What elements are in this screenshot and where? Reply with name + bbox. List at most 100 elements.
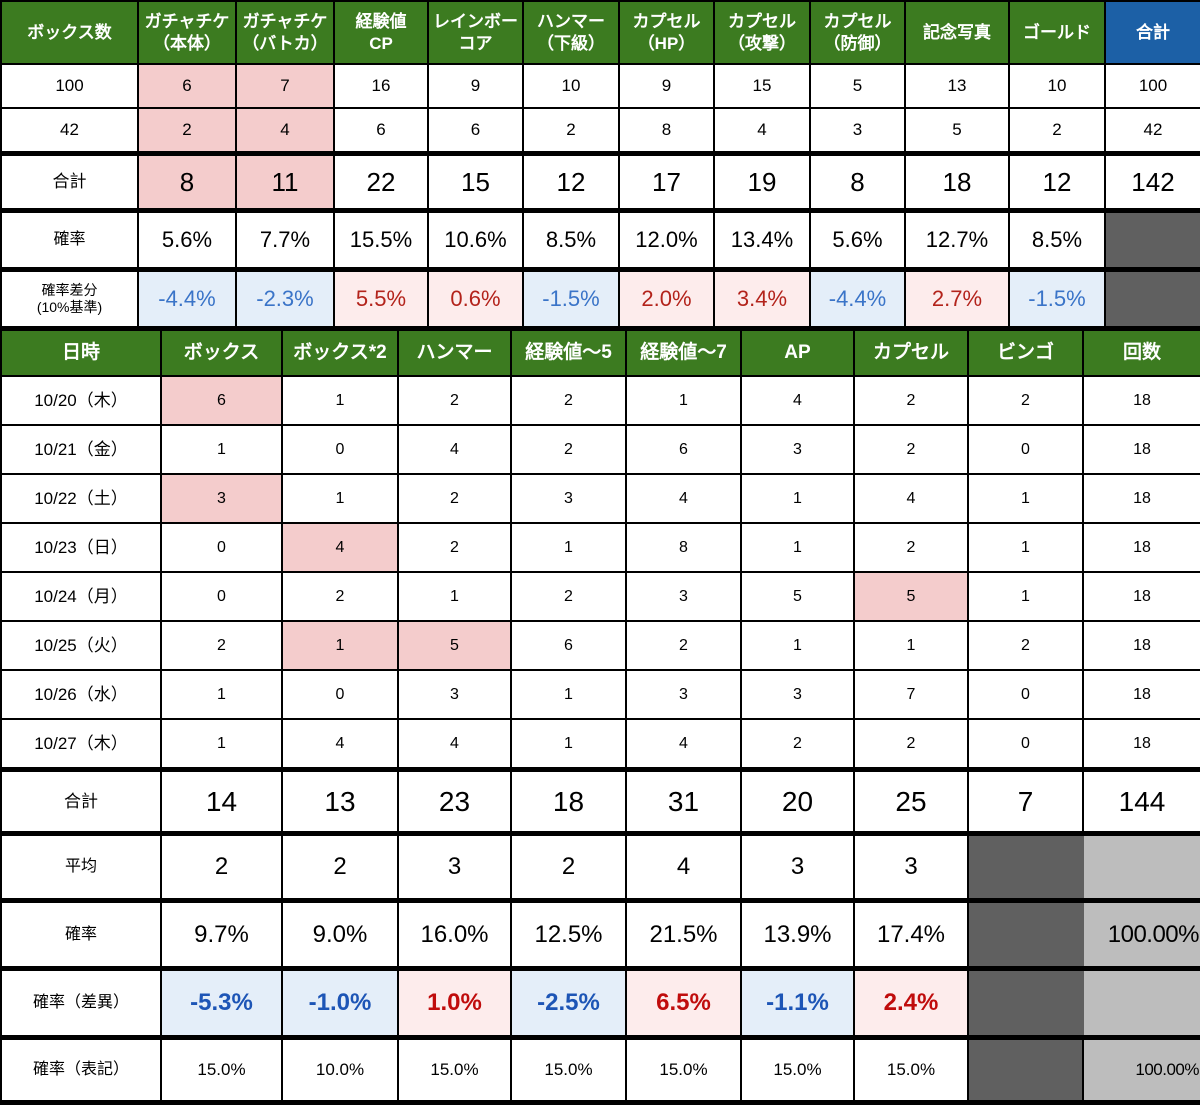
cell: 2.4% <box>853 966 969 1039</box>
cell <box>1082 966 1200 1039</box>
cell: 4 <box>713 107 811 155</box>
cell: 3 <box>510 473 627 524</box>
column-header: ボックス <box>160 331 283 377</box>
cell: 0 <box>967 424 1084 475</box>
cell: 23 <box>397 767 512 835</box>
cell: 7 <box>235 63 335 109</box>
cell: 16.0% <box>397 898 512 970</box>
cell: 2 <box>510 375 627 426</box>
daily-header-row: 日時 ボックス ボックス*2 ハンマー 経験値〜5 経験値〜7 AP カプセル ビンゴ 回数 <box>0 331 1200 377</box>
cell: 1 <box>740 522 855 573</box>
cell: 3 <box>740 831 855 902</box>
cell: 0 <box>281 669 399 720</box>
cell: 2 <box>510 424 627 475</box>
cell: 12.5% <box>510 898 627 970</box>
summary-table-row: 確率 5.6% 7.7% 15.5% 10.6% 8.5% 12.0% 13.4% 5.6% 12… <box>0 208 1200 271</box>
cell: -5.3% <box>160 966 283 1039</box>
cell: 1 <box>281 375 399 426</box>
cell: 15.0% <box>740 1035 855 1105</box>
cell: 4 <box>281 522 399 573</box>
cell: 2 <box>853 718 969 771</box>
summary-table-row: 42 2 4 6 6 2 8 4 3 5 2 42 <box>0 107 1200 155</box>
cell: 2 <box>397 522 512 573</box>
cell: 15.5% <box>333 208 429 271</box>
cell: 12 <box>1008 151 1106 212</box>
row-label: 確率差分 (10%基準) <box>0 267 139 331</box>
cell: 1 <box>510 718 627 771</box>
cell: 5 <box>853 571 969 622</box>
cell: 18 <box>1082 718 1200 771</box>
row-label: 10/20（木） <box>0 375 162 426</box>
cell: 31 <box>625 767 742 835</box>
cell: 25 <box>853 767 969 835</box>
cell: 10.0% <box>281 1035 399 1105</box>
daily-table: 日時 ボックス ボックス*2 ハンマー 経験値〜5 経験値〜7 AP カプセル ビンゴ 回数 10… <box>0 331 1200 1105</box>
cell: 18 <box>510 767 627 835</box>
cell: 1 <box>625 375 742 426</box>
daily-table-row: 確率（差異） -5.3% -1.0% 1.0% -2.5% 6.5% -1.1% 2.4% <box>0 966 1200 1039</box>
cell: 20 <box>740 767 855 835</box>
cell: 4 <box>740 375 855 426</box>
summary-table: ボックス数 ガチャチケ （本体） ガチャチケ （バトカ） 経験値 CP レインボー コア… <box>0 0 1200 331</box>
cell: 18 <box>1082 375 1200 426</box>
cell: -4.4% <box>137 267 237 331</box>
cell: 10 <box>1008 63 1106 109</box>
cell: 15.0% <box>510 1035 627 1105</box>
cell: 4 <box>625 831 742 902</box>
row-label: 合計 <box>0 151 139 212</box>
cell: 1 <box>967 473 1084 524</box>
cell: 18 <box>1082 522 1200 573</box>
cell: -1.5% <box>522 267 620 331</box>
cell: 6 <box>510 620 627 671</box>
cell: 0.6% <box>427 267 524 331</box>
cell: 15 <box>713 63 811 109</box>
cell: 1 <box>740 473 855 524</box>
cell: 2 <box>625 620 742 671</box>
cell: 2 <box>281 831 399 902</box>
cell: 4 <box>235 107 335 155</box>
cell: 5.6% <box>137 208 237 271</box>
cell: 1 <box>967 522 1084 573</box>
cell: 13.9% <box>740 898 855 970</box>
cell: 6 <box>625 424 742 475</box>
summary-header-row: ボックス数 ガチャチケ （本体） ガチャチケ （バトカ） 経験値 CP レインボー コア… <box>0 0 1200 65</box>
cell: 10 <box>522 63 620 109</box>
column-header: ハンマー <box>397 331 512 377</box>
row-label: 10/26（水） <box>0 669 162 720</box>
column-header: 日時 <box>0 331 162 377</box>
cell <box>967 831 1084 902</box>
cell: 142 <box>1104 151 1200 212</box>
cell: 144 <box>1082 767 1200 835</box>
cell: 9.0% <box>281 898 399 970</box>
cell: 3 <box>625 669 742 720</box>
cell: 2.7% <box>904 267 1010 331</box>
cell: 13 <box>281 767 399 835</box>
daily-table-row: 平均 2 2 3 2 4 3 3 <box>0 831 1200 902</box>
daily-table-row: 10/27（木） 1 4 4 1 4 2 2 0 18 <box>0 718 1200 771</box>
cell: 4 <box>397 718 512 771</box>
cell: 8 <box>618 107 715 155</box>
row-label: 10/23（日） <box>0 522 162 573</box>
daily-table-row: 10/22（土） 3 1 2 3 4 1 4 1 18 <box>0 473 1200 524</box>
cell: 2 <box>967 375 1084 426</box>
row-label: 確率 <box>0 898 162 970</box>
cell: 3 <box>740 424 855 475</box>
cell: 15.0% <box>160 1035 283 1105</box>
column-header: 回数 <box>1082 331 1200 377</box>
row-label: 42 <box>0 107 139 155</box>
cell: 1 <box>397 571 512 622</box>
column-header: ボックス*2 <box>281 331 399 377</box>
cell: 1 <box>740 620 855 671</box>
row-label: 平均 <box>0 831 162 902</box>
cell: 14 <box>160 767 283 835</box>
summary-table-row: 確率差分 (10%基準) -4.4% -2.3% 5.5% 0.6% -1.5% 2.0% 3… <box>0 267 1200 331</box>
cell <box>967 1035 1084 1105</box>
cell: 15 <box>427 151 524 212</box>
cell: 18 <box>1082 669 1200 720</box>
row-label: 100 <box>0 63 139 109</box>
cell: 100.00% <box>1082 1035 1200 1105</box>
row-label: 10/21（金） <box>0 424 162 475</box>
row-label: 10/24（月） <box>0 571 162 622</box>
cell: 17 <box>618 151 715 212</box>
cell: 2 <box>160 831 283 902</box>
